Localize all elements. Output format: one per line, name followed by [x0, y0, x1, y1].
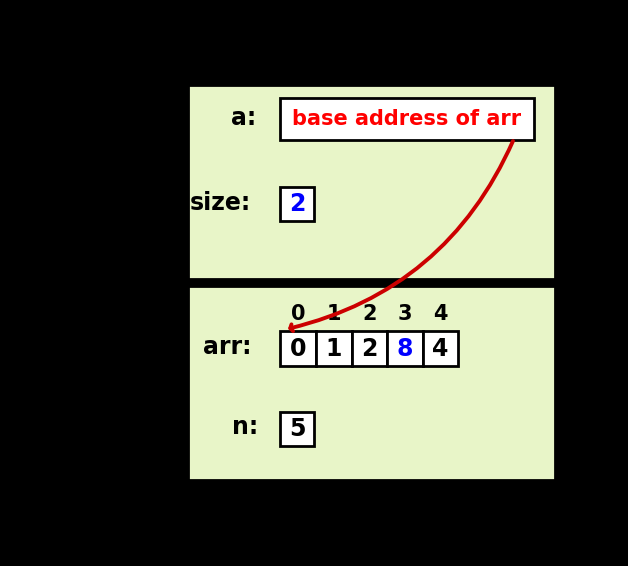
- FancyBboxPatch shape: [316, 331, 352, 366]
- FancyBboxPatch shape: [281, 98, 534, 140]
- FancyBboxPatch shape: [188, 286, 556, 480]
- Text: 3: 3: [398, 304, 412, 324]
- FancyBboxPatch shape: [352, 331, 387, 366]
- Text: base address of arr: base address of arr: [293, 109, 522, 129]
- Text: 4: 4: [433, 304, 448, 324]
- Text: 1: 1: [325, 337, 342, 361]
- Text: size:: size:: [190, 191, 251, 215]
- FancyBboxPatch shape: [188, 85, 556, 279]
- Text: 2: 2: [362, 304, 377, 324]
- Text: a:: a:: [231, 106, 256, 130]
- Text: 5: 5: [289, 417, 305, 441]
- Text: 8: 8: [397, 337, 413, 361]
- FancyBboxPatch shape: [387, 331, 423, 366]
- Text: 0: 0: [291, 304, 305, 324]
- Text: 4: 4: [432, 337, 448, 361]
- FancyBboxPatch shape: [281, 412, 313, 446]
- FancyBboxPatch shape: [281, 187, 313, 221]
- FancyBboxPatch shape: [423, 331, 458, 366]
- Text: 1: 1: [327, 304, 341, 324]
- Text: 0: 0: [290, 337, 306, 361]
- Text: 2: 2: [289, 192, 305, 216]
- FancyBboxPatch shape: [281, 331, 316, 366]
- Text: 2: 2: [361, 337, 377, 361]
- Text: arr:: arr:: [203, 335, 251, 359]
- Text: n:: n:: [232, 415, 259, 439]
